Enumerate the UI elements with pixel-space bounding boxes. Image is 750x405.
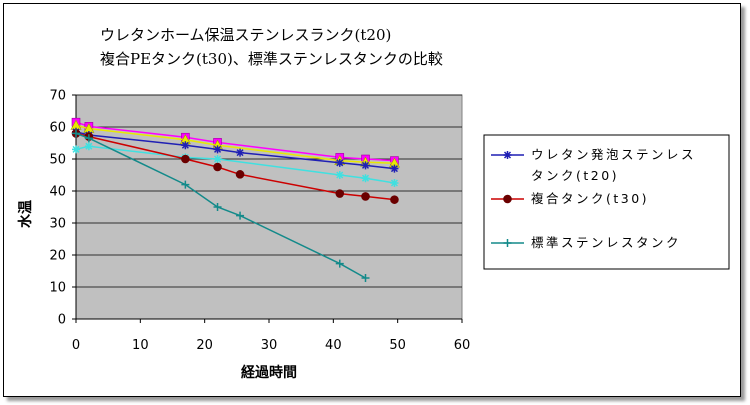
y-tick-labels: 0 10 20 30 40 50 60 70	[49, 89, 66, 328]
y-tick-label: 60	[49, 121, 66, 136]
data-point	[235, 170, 245, 179]
legend-label: ウレタン発泡ステンレス	[531, 147, 696, 162]
y-tick-label: 40	[49, 185, 66, 200]
data-point	[361, 274, 370, 283]
chart-title-line1: ウレタンホーム保温ステンレスランク(t20)	[100, 26, 391, 44]
legend-label: 複合タンク(t30)	[531, 191, 649, 206]
x-tick-label: 40	[325, 338, 342, 353]
series-line	[75, 131, 395, 170]
data-point	[213, 155, 222, 163]
series-2	[72, 129, 370, 283]
data-point	[181, 180, 190, 189]
data-point	[84, 142, 93, 151]
data-point	[72, 129, 80, 138]
plot-area	[75, 94, 463, 320]
data-point	[335, 259, 344, 268]
data-point	[181, 141, 190, 150]
data-point	[361, 192, 370, 201]
data-point	[335, 171, 344, 179]
x-tick-label: 20	[196, 338, 213, 353]
data-point	[361, 174, 370, 183]
legend-box	[483, 134, 730, 270]
y-tick-label: 10	[49, 281, 66, 296]
y-tick-label: 50	[49, 153, 66, 168]
legend-entry: 標準ステンレスタンク	[491, 235, 681, 250]
data-point	[390, 164, 399, 173]
data-point	[361, 161, 370, 170]
x-tick-label: 50	[389, 338, 406, 353]
y-tick-label: 20	[49, 249, 66, 264]
series-layer	[70, 117, 400, 283]
chart-title-line2: 複合PEタンク(t30)、標準ステンレスタンクの比較	[100, 50, 443, 68]
data-point	[335, 189, 345, 198]
x-tick-label: 60	[454, 338, 471, 353]
legend-label: 標準ステンレスタンク	[531, 235, 681, 250]
data-point	[503, 239, 512, 247]
legend-label: タンク(t20)	[531, 168, 619, 183]
x-tick-labels: 0 10 20 30 40 50 60	[72, 338, 470, 353]
data-point	[236, 211, 245, 220]
data-point	[390, 179, 399, 187]
data-point	[84, 134, 93, 143]
data-point	[72, 145, 80, 154]
data-point	[390, 195, 399, 204]
x-tick-label: 30	[261, 338, 278, 353]
data-point	[503, 194, 512, 204]
y-tick-label: 30	[49, 217, 66, 232]
series-line	[75, 132, 395, 201]
data-point	[236, 148, 245, 157]
y-tick-label: 0	[58, 313, 66, 328]
x-tick-label: 10	[132, 338, 149, 353]
data-point	[213, 145, 222, 154]
data-point	[213, 203, 222, 211]
y-axis-label: 水温	[17, 200, 34, 228]
data-point	[213, 162, 222, 172]
data-point	[181, 154, 190, 164]
legend-entry: 複合タンク(t30)	[491, 191, 649, 206]
data-point	[335, 158, 344, 167]
data-point	[503, 151, 512, 159]
y-tick-label: 70	[49, 89, 66, 104]
gridlines	[72, 94, 463, 323]
x-tick-label: 0	[72, 338, 80, 353]
x-axis-label: 経過時間	[241, 364, 297, 381]
